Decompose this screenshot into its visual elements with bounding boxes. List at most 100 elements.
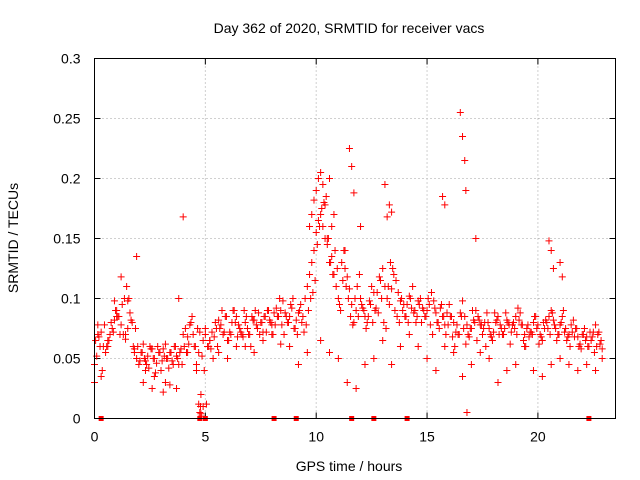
data-point — [185, 340, 193, 348]
data-point — [384, 283, 392, 290]
data-point — [444, 321, 452, 329]
data-point — [249, 316, 257, 324]
data-point — [310, 247, 318, 254]
data-point — [360, 307, 368, 314]
data-point — [211, 319, 219, 326]
data-point — [173, 385, 181, 392]
data-point — [590, 349, 598, 356]
data-point — [405, 331, 413, 338]
data-point — [312, 229, 320, 236]
data-point — [476, 349, 484, 356]
data-point — [207, 345, 215, 353]
data-point — [549, 316, 557, 324]
data-point — [166, 381, 174, 389]
data-point — [105, 337, 113, 344]
data-point — [199, 337, 207, 344]
data-point — [549, 265, 557, 272]
data-point — [484, 319, 492, 326]
y-axis-title: SRMTID / TECUs — [5, 183, 21, 293]
data-point — [491, 309, 499, 317]
data-point — [197, 391, 205, 398]
data-point — [431, 304, 439, 312]
data-point — [385, 201, 393, 209]
data-point — [429, 331, 437, 338]
data-point — [400, 301, 408, 308]
data-point — [519, 337, 527, 344]
data-point — [521, 331, 529, 338]
data-point — [233, 333, 241, 341]
data-point — [117, 321, 125, 329]
data-point — [302, 321, 310, 329]
data-point — [138, 349, 146, 356]
data-point — [338, 259, 346, 266]
data-point — [149, 355, 157, 362]
data-point — [426, 321, 434, 329]
data-point — [570, 333, 578, 341]
data-point — [416, 295, 424, 302]
data-point — [256, 331, 264, 338]
data-point — [216, 325, 224, 332]
data-point — [306, 223, 314, 230]
data-point — [443, 309, 451, 317]
data-point — [430, 297, 438, 305]
data-point — [420, 307, 428, 314]
data-point — [165, 364, 173, 372]
data-point — [163, 355, 171, 362]
data-point — [267, 319, 275, 326]
data-point — [232, 313, 240, 320]
data-point — [271, 321, 279, 329]
data-point — [243, 325, 251, 332]
data-point — [333, 265, 341, 272]
data-point — [278, 321, 286, 329]
data-point — [169, 361, 177, 368]
data-point — [189, 331, 197, 338]
data-point — [547, 361, 555, 368]
x-tick-label: 15 — [419, 429, 435, 445]
data-point — [210, 333, 218, 341]
data-point — [323, 241, 331, 248]
data-point — [565, 361, 573, 368]
data-point — [580, 325, 588, 332]
data-point — [314, 175, 322, 182]
data-point — [375, 273, 383, 281]
data-point — [253, 325, 261, 332]
data-point — [598, 345, 606, 353]
data-point — [188, 313, 196, 320]
data-point — [273, 313, 281, 320]
data-point — [232, 343, 240, 350]
data-point — [294, 361, 302, 368]
data-point — [242, 313, 250, 320]
data-point — [464, 331, 472, 338]
y-tick-label: 0.3 — [61, 51, 81, 67]
data-point — [277, 340, 285, 348]
data-point — [265, 307, 273, 314]
data-point — [404, 319, 412, 326]
data-point — [456, 109, 464, 116]
data-point — [373, 289, 381, 296]
data-point — [537, 333, 545, 341]
data-point — [214, 343, 222, 350]
data-point — [347, 313, 355, 320]
data-point — [378, 295, 386, 302]
data-point — [398, 295, 406, 302]
data-point — [97, 373, 105, 380]
data-point — [113, 313, 121, 320]
data-point — [446, 313, 454, 320]
data-point — [292, 316, 300, 324]
data-point — [200, 367, 208, 374]
data-point — [337, 307, 345, 314]
data-point — [176, 349, 184, 356]
data-point — [422, 313, 430, 320]
data-point — [365, 297, 373, 305]
data-point — [150, 373, 158, 380]
data-point — [595, 328, 603, 336]
data-point — [329, 271, 337, 278]
data-point — [584, 343, 592, 350]
y-tick-label: 0.1 — [61, 291, 81, 307]
data-point — [327, 259, 335, 266]
data-point — [143, 361, 151, 368]
data-point — [196, 409, 204, 416]
data-point — [473, 337, 481, 344]
data-point — [409, 283, 417, 290]
data-point — [445, 301, 453, 308]
